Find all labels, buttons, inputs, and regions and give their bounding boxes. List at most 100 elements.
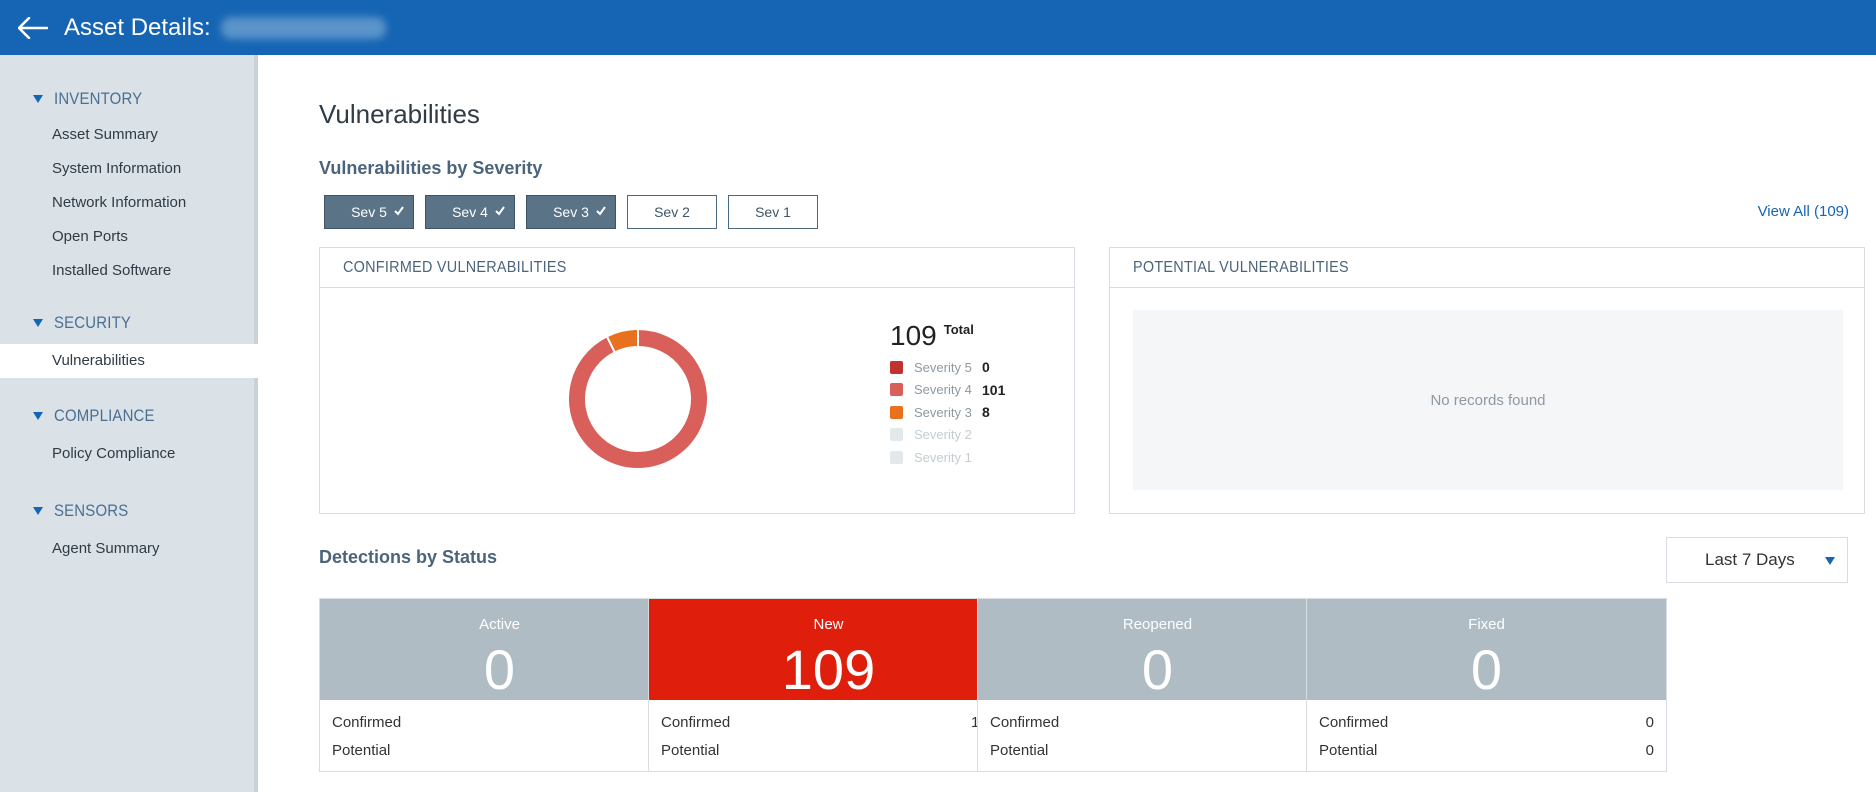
status-count: 0 xyxy=(483,638,516,701)
legend-item[interactable]: Severity 5 0 xyxy=(890,356,1005,379)
sidebar-item-open-ports[interactable]: Open Ports xyxy=(52,228,128,245)
caret-down-icon xyxy=(33,412,43,420)
caret-down-icon xyxy=(33,95,43,103)
status-card-reopened[interactable]: Reopened 0 Confirmed 0 Potential 0 xyxy=(977,598,1338,772)
total-label: Total xyxy=(943,322,974,337)
section-title-severity: Vulnerabilities by Severity xyxy=(319,158,543,178)
sidebar-item-asset-summary[interactable]: Asset Summary xyxy=(52,126,158,143)
status-count: 109 xyxy=(781,638,876,701)
nav-section-header-security[interactable]: SECURITY xyxy=(0,308,254,338)
sidebar-item-installed-software[interactable]: Installed Software xyxy=(52,262,172,279)
legend-value: 0 xyxy=(982,359,990,376)
legend-item[interactable]: Severity 4 101 xyxy=(890,379,1005,402)
sev3-toggle-button[interactable]: Sev 3 xyxy=(526,195,616,229)
status-card-new[interactable]: New 109 Confirmed 109 Potential 0 xyxy=(648,598,1009,772)
view-all-link[interactable]: View All (109) xyxy=(1757,203,1849,220)
legend-swatch xyxy=(890,405,903,419)
potential-label: Potential xyxy=(1319,741,1378,759)
sev-button-label: Sev 3 xyxy=(553,204,589,220)
nav-section-label: SECURITY xyxy=(54,313,132,332)
top-bar: Asset Details: xyxy=(0,0,1876,55)
page-title: Vulnerabilities xyxy=(319,99,480,129)
status-breakdown: Confirmed 0 Potential 0 xyxy=(978,708,1337,764)
section-title-detections: Detections by Status xyxy=(319,547,498,567)
status-count: 0 xyxy=(1470,638,1503,701)
sev5-toggle-button[interactable]: Sev 5 xyxy=(324,195,414,229)
sev-button-label: Sev 5 xyxy=(351,204,387,220)
sev-button-label: Sev 2 xyxy=(654,204,690,220)
sidebar-item-vulnerabilities[interactable]: Vulnerabilities xyxy=(0,344,258,378)
nav-section-label: INVENTORY xyxy=(54,89,143,108)
status-label: Reopened xyxy=(1122,616,1193,633)
legend-label: Severity 4 xyxy=(914,382,972,398)
potential-row: Potential 0 xyxy=(990,736,1325,764)
legend-total: 109 Total xyxy=(890,320,1005,352)
sev2-toggle-button[interactable]: Sev 2 xyxy=(627,195,717,229)
status-label: Fixed xyxy=(1468,616,1505,633)
legend-label: Severity 5 xyxy=(914,359,972,375)
status-card-header: Active 0 xyxy=(320,599,679,700)
potential-value: 0 xyxy=(1645,741,1654,759)
status-card-active[interactable]: Active 0 Confirmed 0 Potential 0 xyxy=(319,598,680,772)
potential-label: Potential xyxy=(332,741,391,759)
nav-section-compliance: COMPLIANCE Policy Compliance xyxy=(0,401,254,471)
date-range-select[interactable]: Last 7 Days xyxy=(1666,537,1848,583)
confirmed-vulnerabilities-card: CONFIRMED VULNERABILITIES 109 Total Seve… xyxy=(319,247,1075,514)
date-range-value: Last 7 Days xyxy=(1705,550,1795,569)
legend-item[interactable]: Severity 3 8 xyxy=(890,401,1005,424)
severity-filter-group: Sev 5 Sev 4 Sev 3 Sev 2 Sev 1 xyxy=(324,195,818,229)
caret-down-icon xyxy=(33,507,43,515)
legend-value: 101 xyxy=(982,381,1006,398)
sev-button-label: Sev 4 xyxy=(452,204,488,220)
potential-row: Potential 0 xyxy=(661,736,996,764)
legend-item[interactable]: Severity 1 xyxy=(890,446,1005,469)
page-header-title: Asset Details: xyxy=(64,13,211,41)
legend-swatch xyxy=(890,383,903,397)
legend-label: Severity 3 xyxy=(914,404,972,420)
checkmark-icon xyxy=(595,204,607,220)
potential-vulnerabilities-card: POTENTIAL VULNERABILITIES No records fou… xyxy=(1109,247,1865,514)
status-breakdown: Confirmed 0 Potential 0 xyxy=(1307,708,1666,764)
dropdown-arrow-icon xyxy=(1825,557,1835,565)
severity-legend: 109 Total Severity 5 0 Severity 4 101 Severi… xyxy=(890,320,1005,469)
potential-label: Potential xyxy=(990,741,1049,759)
sidebar-item-agent-summary[interactable]: Agent Summary xyxy=(52,540,160,557)
status-breakdown: Confirmed 109 Potential 0 xyxy=(649,708,1008,764)
nav-section-sensors: SENSORS Agent Summary xyxy=(0,496,254,566)
legend-item[interactable]: Severity 2 xyxy=(890,424,1005,447)
nav-section-header-sensors[interactable]: SENSORS xyxy=(0,496,254,526)
status-card-fixed[interactable]: Fixed 0 Confirmed 0 Potential 0 xyxy=(1306,598,1667,772)
legend-swatch xyxy=(890,450,903,464)
card-title: CONFIRMED VULNERABILITIES xyxy=(343,259,567,276)
donut-slice-severity-4[interactable] xyxy=(567,327,709,470)
sidebar-item-network-information[interactable]: Network Information xyxy=(52,194,187,211)
severity-donut-chart xyxy=(553,314,723,484)
status-count: 0 xyxy=(1141,638,1174,701)
status-card-header: New 109 xyxy=(649,599,1008,700)
status-label: Active xyxy=(479,616,520,633)
legend-value: 8 xyxy=(982,404,990,421)
confirmed-label: Confirmed xyxy=(661,713,731,731)
total-count: 109 xyxy=(890,320,937,351)
confirmed-row: Confirmed 109 xyxy=(661,708,996,736)
redacted-asset-name xyxy=(220,16,386,39)
confirmed-value: 0 xyxy=(1645,713,1654,731)
sidebar-item-system-information[interactable]: System Information xyxy=(52,160,182,177)
legend-label: Severity 1 xyxy=(914,449,972,465)
checkmark-icon xyxy=(393,204,405,220)
sidebar-item-policy-compliance[interactable]: Policy Compliance xyxy=(52,445,176,462)
confirmed-row: Confirmed 0 xyxy=(1319,708,1654,736)
sev4-toggle-button[interactable]: Sev 4 xyxy=(425,195,515,229)
legend-label: Severity 2 xyxy=(914,427,972,443)
sev1-toggle-button[interactable]: Sev 1 xyxy=(728,195,818,229)
donut-slice-severity-3[interactable] xyxy=(605,327,639,354)
status-card-header: Fixed 0 xyxy=(1307,599,1666,700)
back-arrow-icon[interactable] xyxy=(16,11,50,45)
sev-button-label: Sev 1 xyxy=(755,204,791,220)
status-breakdown: Confirmed 0 Potential 0 xyxy=(320,708,679,764)
nav-section-header-compliance[interactable]: COMPLIANCE xyxy=(0,401,254,431)
nav-section-header-inventory[interactable]: INVENTORY xyxy=(0,84,254,114)
status-card-header: Reopened 0 xyxy=(978,599,1337,700)
card-title: POTENTIAL VULNERABILITIES xyxy=(1133,259,1349,276)
main-content: Vulnerabilities Vulnerabilities by Sever… xyxy=(262,55,1876,792)
